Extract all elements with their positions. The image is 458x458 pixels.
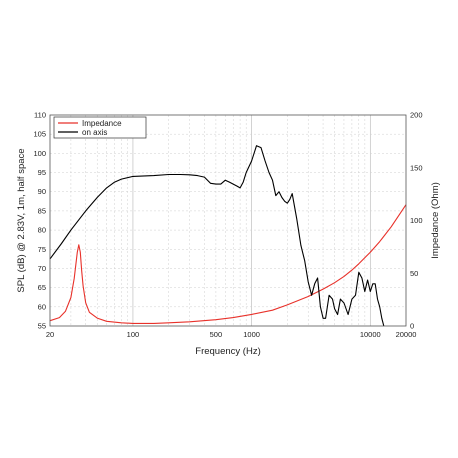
x-tick-label: 100: [127, 330, 140, 339]
x-tick-label: 10000: [360, 330, 381, 339]
y-right-tick-label: 200: [410, 111, 423, 120]
x-tick-label: 500: [210, 330, 223, 339]
y-right-tick-label: 100: [410, 216, 423, 225]
x-tick-label: 1000: [243, 330, 260, 339]
y-left-tick-label: 60: [38, 302, 46, 311]
y-axis-right-title: Impedance (Ohm): [430, 182, 441, 259]
y-left-tick-label: 110: [34, 111, 46, 120]
grid: [50, 115, 406, 326]
tick-labels: 20 100 500 1000 10000 20000556065707580859095…: [33, 111, 422, 340]
y-right-tick-label: 150: [410, 163, 423, 172]
legend: Impedance on axis: [53, 116, 147, 139]
y-left-tick-label: 85: [38, 206, 46, 215]
y-left-tick-label: 70: [38, 264, 46, 273]
y-left-tick-label: 90: [38, 187, 46, 196]
y-left-tick-label: 105: [33, 130, 46, 139]
y-left-tick-label: 65: [38, 283, 46, 292]
x-tick-label: 20000: [396, 330, 417, 339]
y-left-tick-label: 75: [38, 245, 46, 254]
x-axis-title: Frequency (Hz): [195, 346, 260, 357]
legend-label-impedance: Impedance: [82, 119, 122, 128]
y-right-tick-label: 0: [410, 322, 414, 331]
y-left-tick-label: 55: [38, 322, 46, 331]
plot-frame: [49, 114, 407, 327]
series-line-on-axis: [49, 145, 385, 327]
legend-box: [53, 116, 147, 139]
y-axis-left-title: SPL (dB) @ 2.83V, 1m, half space: [16, 148, 27, 292]
x-tick-label: 20: [46, 330, 54, 339]
y-right-tick-label: 50: [410, 269, 418, 278]
y-left-tick-label: 95: [38, 168, 46, 177]
legend-label-on-axis: on axis: [82, 128, 107, 137]
series-line-impedance: [49, 204, 407, 324]
y-left-tick-label: 100: [33, 149, 46, 158]
y-left-tick-label: 80: [38, 226, 46, 235]
series-layer: [49, 145, 407, 327]
